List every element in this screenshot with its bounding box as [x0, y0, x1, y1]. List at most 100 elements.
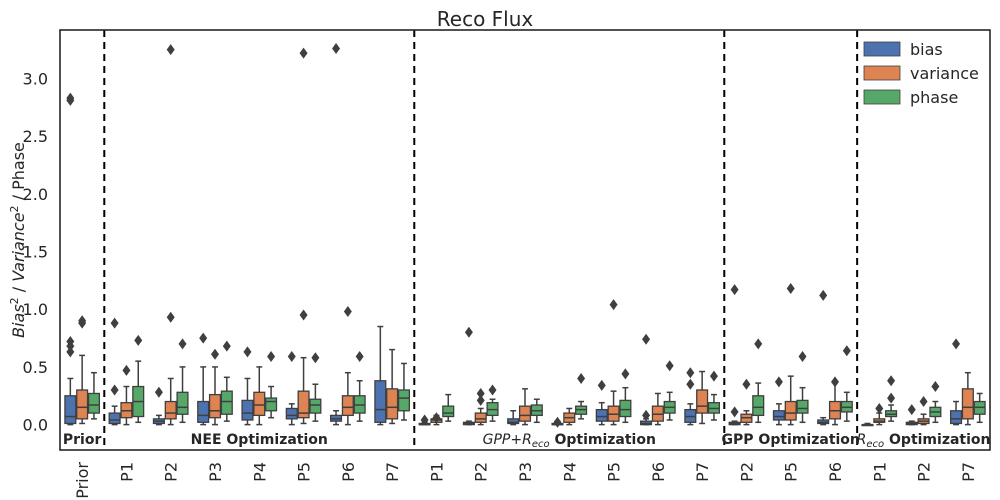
box-bias — [197, 332, 210, 426]
section-label-subscript: eco — [532, 439, 550, 450]
x-tick-label: P2 — [915, 462, 934, 482]
outlier-point — [299, 47, 308, 59]
box-phase — [132, 334, 145, 424]
outlier-point — [742, 378, 751, 390]
box-iqr — [208, 393, 222, 419]
box-iqr — [474, 412, 487, 423]
box-variance — [917, 396, 930, 426]
outlier-point — [355, 351, 364, 363]
outlier-point — [199, 332, 208, 344]
x-tick-label: P2 — [472, 462, 491, 482]
box-phase — [973, 392, 986, 424]
outlier-point — [178, 338, 187, 350]
box-bias — [728, 284, 741, 426]
outlier-point — [476, 394, 485, 406]
box-iqr — [64, 395, 77, 425]
x-tick-label: P2 — [737, 462, 756, 482]
outlier-point — [819, 289, 828, 301]
box-iqr — [241, 399, 254, 421]
box-iqr — [285, 407, 298, 420]
outlier-point — [730, 406, 739, 418]
section-label-text: NEE Optimization — [191, 432, 328, 448]
chart-title: Reco Flux — [437, 7, 534, 31]
outlier-point — [786, 282, 795, 294]
y-axis-label: Bias2 / Variance2 / Phase — [8, 142, 28, 338]
outlier-point — [609, 299, 618, 311]
outlier-point — [66, 336, 75, 348]
outlier-point — [420, 414, 429, 426]
x-tick-label: P7 — [383, 462, 402, 482]
x-tick-label: P6 — [826, 462, 845, 482]
legend: bias variance phase — [863, 40, 979, 107]
box-variance — [208, 348, 222, 426]
box-iqr — [76, 389, 89, 420]
box-variance — [341, 306, 354, 426]
section-label: GPP Optimization — [722, 432, 860, 448]
section-label: Reco Optimization — [857, 432, 991, 450]
outlier-point — [553, 416, 562, 428]
outlier-point — [166, 311, 175, 323]
box-bias — [817, 289, 830, 426]
box-variance — [961, 371, 974, 426]
box-iqr — [518, 405, 532, 422]
outlier-point — [110, 384, 119, 396]
box-variance — [651, 392, 664, 426]
outlier-point — [730, 284, 739, 296]
plot-frame — [59, 29, 991, 451]
box-variance — [784, 282, 797, 426]
outlier-point — [299, 309, 308, 321]
legend-swatch-bias — [863, 41, 901, 57]
outlier-point — [887, 375, 896, 387]
box-phase — [929, 381, 942, 424]
outlier-point — [134, 334, 143, 346]
box-iqr — [595, 408, 608, 422]
x-tick-label: P1 — [117, 462, 136, 482]
box-iqr — [164, 400, 177, 420]
box-bias — [108, 317, 121, 426]
outlier-point — [488, 384, 497, 396]
box-variance — [474, 387, 487, 426]
box-bias — [152, 386, 165, 426]
section-labels: Prior NEE Optimization GPP+Reco Optimizati… — [63, 432, 991, 450]
box-iqr — [87, 392, 101, 414]
section-label: NEE Optimization — [191, 432, 328, 448]
box-iqr — [619, 399, 632, 418]
box-variance — [386, 348, 399, 425]
outlier-point — [798, 351, 807, 363]
section-label-text: GPP+R — [483, 432, 532, 448]
x-tick-label: P4 — [250, 462, 269, 482]
section-label-text: Prior — [63, 432, 102, 448]
box-variance — [297, 47, 310, 425]
box-phase — [752, 338, 765, 424]
box-phase — [663, 360, 676, 421]
box-phase — [309, 352, 322, 422]
box-iqr — [220, 390, 233, 415]
outlier-point — [211, 348, 219, 360]
box-bias — [772, 376, 785, 426]
box-phase — [353, 351, 366, 422]
box-bias — [285, 351, 298, 426]
x-tick-label: P1 — [870, 462, 889, 482]
x-axis: Prior P1 P2 P3 P4 P5 P6 P7 P1 P2 P3 P4 P5 P6 P7 P2 P5 P6 P… — [73, 462, 978, 499]
outlier-point — [343, 306, 352, 318]
legend-swatch-variance — [863, 65, 901, 81]
box-variance — [430, 412, 443, 426]
x-tick-label: P3 — [516, 462, 535, 482]
x-tick-label: P7 — [693, 462, 712, 482]
outlier-point — [267, 351, 276, 363]
box-iqr — [253, 391, 266, 417]
box-phase — [885, 375, 898, 422]
box-bias — [64, 92, 77, 426]
box-iqr — [297, 390, 310, 419]
box-variance — [740, 378, 753, 426]
box-iqr — [397, 389, 411, 412]
outlier-point — [642, 409, 651, 421]
outlier-point — [686, 378, 695, 390]
section-label-text: R — [857, 432, 867, 448]
outlier-point — [919, 396, 928, 408]
box-phase — [397, 362, 411, 421]
box-bias — [861, 422, 874, 427]
x-tick-label: P4 — [560, 462, 579, 482]
box-iqr — [772, 410, 785, 421]
box-phase — [796, 351, 809, 424]
